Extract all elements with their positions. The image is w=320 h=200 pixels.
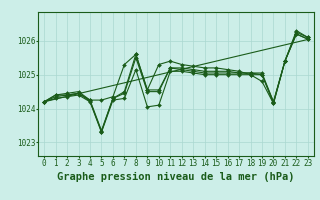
X-axis label: Graphe pression niveau de la mer (hPa): Graphe pression niveau de la mer (hPa) — [57, 172, 295, 182]
